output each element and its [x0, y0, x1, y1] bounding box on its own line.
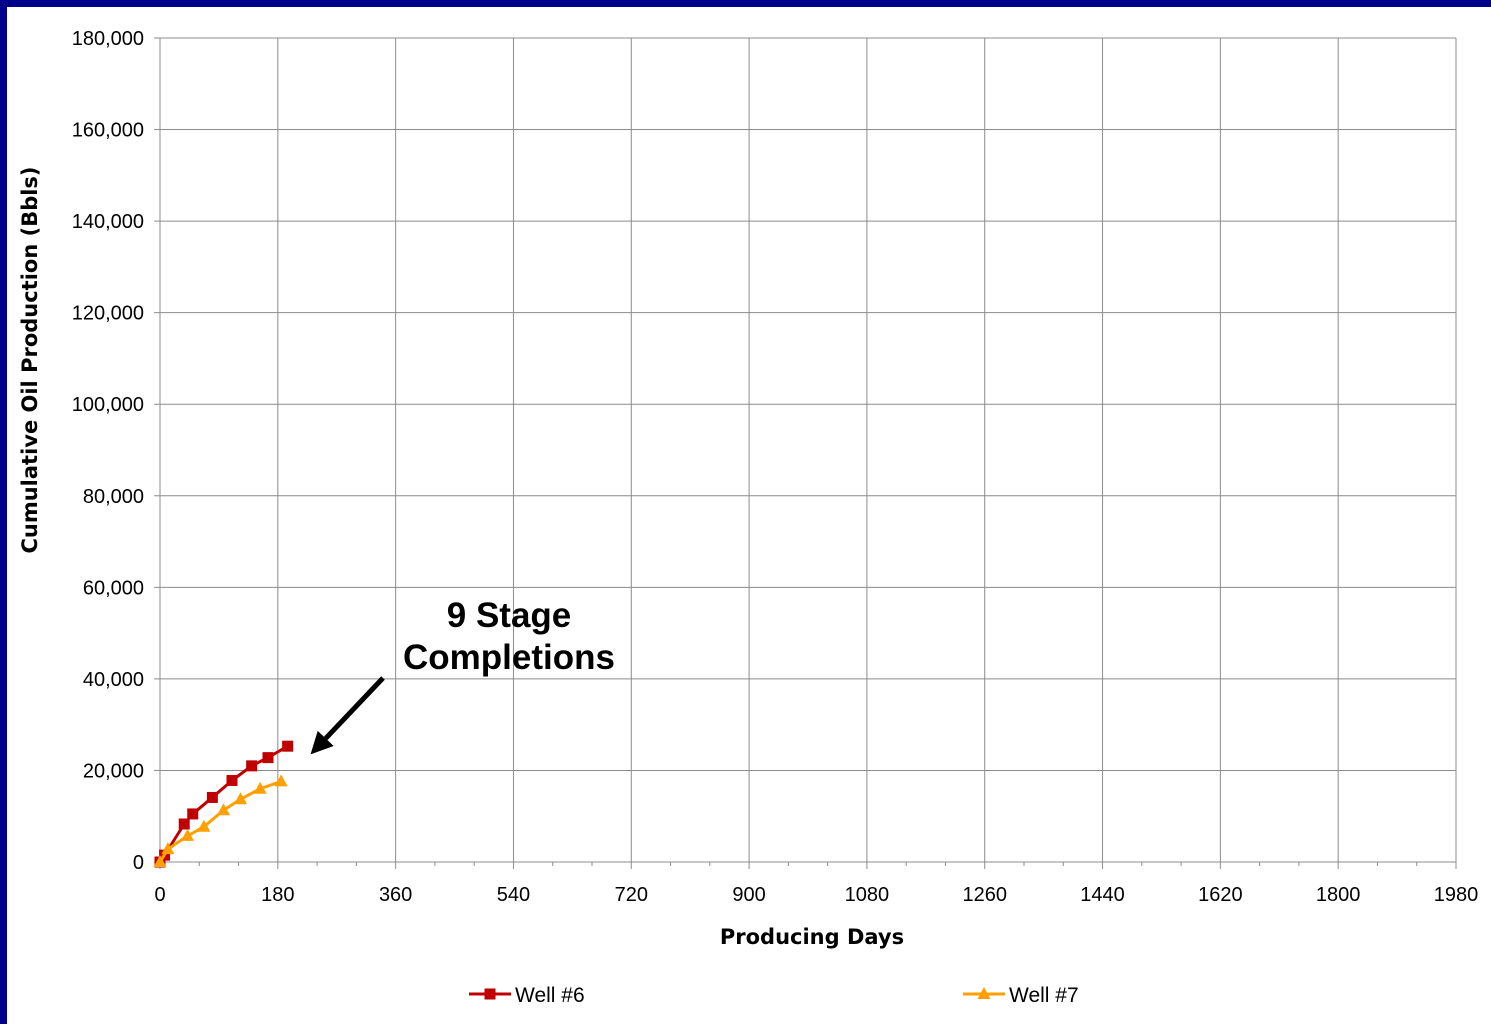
data-point	[226, 775, 238, 787]
data-point	[282, 740, 294, 752]
data-point	[253, 781, 267, 794]
annotation-arrow	[323, 676, 385, 741]
data-point	[180, 828, 194, 841]
y-tick-label: 20,000	[83, 760, 144, 782]
annotation-line-1: 9 Stage	[447, 596, 572, 635]
x-tick-label: 1260	[962, 884, 1007, 906]
x-tick-label: 540	[497, 884, 530, 906]
legend-item-1: Well #6	[469, 984, 585, 1007]
series	[153, 740, 294, 868]
data-point	[234, 792, 248, 805]
y-tick-label: 40,000	[83, 669, 144, 691]
data-point	[178, 818, 190, 830]
y-axis-title: Cumulative Oil Production (Bbls)	[18, 166, 42, 553]
y-tick-label: 100,000	[72, 394, 144, 416]
legend-marker	[484, 988, 496, 1000]
y-tick-label: 0	[133, 852, 144, 874]
y-tick-label: 160,000	[72, 120, 144, 142]
x-axis-title: Producing Days	[720, 925, 904, 949]
data-point	[206, 791, 218, 803]
x-tick-labels: 0 180 360 540 720 900 1080 1260 1440 1620 1800 1980	[154, 884, 1478, 906]
data-point	[246, 760, 258, 772]
data-point	[197, 819, 211, 832]
y-tick-label: 60,000	[83, 577, 144, 599]
x-tick-label: 1980	[1434, 884, 1479, 906]
x-tick-label: 360	[379, 884, 412, 906]
y-tick-label: 180,000	[72, 28, 144, 50]
annotation-line-2: Completions	[403, 638, 615, 677]
chart-area: 0 20,000 40,000 60,000 80,000 100,000 120,000 1…	[7, 7, 1491, 1024]
legend-label: Well #7	[1009, 984, 1079, 1007]
series-2	[153, 774, 288, 867]
data-point	[216, 803, 230, 816]
y-tick-labels: 0 20,000 40,000 60,000 80,000 100,000 120,000 1…	[72, 28, 144, 874]
x-tick-label: 1080	[845, 884, 890, 906]
y-tick-label: 120,000	[72, 303, 144, 325]
data-point	[161, 842, 175, 855]
x-tick-label: 1440	[1080, 884, 1125, 906]
data-point	[262, 752, 274, 764]
x-tick-label: 1620	[1198, 884, 1243, 906]
line-chart: 0 20,000 40,000 60,000 80,000 100,000 120,000 1…	[18, 28, 1478, 1007]
data-point	[187, 808, 199, 820]
x-tick-label: 180	[261, 884, 294, 906]
y-tick-label: 140,000	[72, 211, 144, 233]
legend-item-2: Well #7	[963, 984, 1079, 1007]
x-tick-label: 0	[154, 884, 165, 906]
data-point	[153, 855, 167, 867]
series-1	[154, 740, 294, 868]
x-tick-label: 900	[732, 884, 765, 906]
grid	[160, 37, 1457, 862]
axes	[154, 37, 1457, 869]
x-tick-label: 1800	[1316, 884, 1361, 906]
legend-marker	[977, 987, 991, 999]
legend-label: Well #6	[515, 984, 585, 1007]
annotation: 9 Stage Completions	[310, 596, 615, 755]
y-tick-label: 80,000	[83, 486, 144, 508]
legend: Well #6 Well #7	[469, 984, 1079, 1007]
x-tick-label: 720	[615, 884, 648, 906]
annotation-arrowhead	[310, 730, 334, 755]
data-point	[274, 774, 288, 787]
